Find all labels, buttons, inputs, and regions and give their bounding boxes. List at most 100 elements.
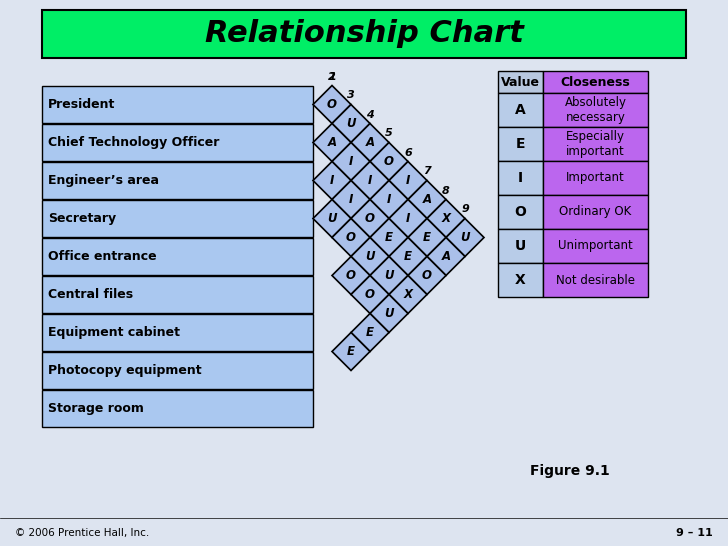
Polygon shape — [313, 162, 351, 199]
Polygon shape — [332, 181, 370, 218]
Polygon shape — [389, 162, 427, 199]
Text: O: O — [327, 98, 337, 111]
Text: I: I — [330, 174, 334, 187]
Polygon shape — [313, 123, 351, 162]
Text: I: I — [349, 193, 353, 206]
Text: O: O — [346, 269, 356, 282]
Text: E: E — [366, 326, 374, 339]
FancyBboxPatch shape — [498, 161, 543, 195]
Polygon shape — [351, 199, 389, 238]
FancyBboxPatch shape — [498, 195, 543, 229]
Polygon shape — [370, 218, 408, 257]
FancyBboxPatch shape — [498, 229, 543, 263]
FancyBboxPatch shape — [498, 263, 543, 297]
Text: O: O — [365, 212, 375, 225]
Text: 5: 5 — [385, 128, 393, 139]
Text: Storage room: Storage room — [48, 402, 144, 415]
FancyBboxPatch shape — [543, 263, 648, 297]
Text: © 2006 Prentice Hall, Inc.: © 2006 Prentice Hall, Inc. — [15, 528, 149, 538]
Text: 4: 4 — [366, 110, 374, 120]
Text: 2: 2 — [328, 72, 336, 81]
Text: I: I — [387, 193, 391, 206]
FancyBboxPatch shape — [543, 161, 648, 195]
FancyBboxPatch shape — [42, 390, 313, 427]
Text: E: E — [404, 250, 412, 263]
Text: 3: 3 — [347, 91, 355, 100]
Polygon shape — [332, 104, 370, 143]
Polygon shape — [332, 218, 370, 257]
Text: 9: 9 — [461, 205, 469, 215]
Text: I: I — [349, 155, 353, 168]
FancyBboxPatch shape — [42, 314, 313, 351]
Polygon shape — [370, 143, 408, 181]
Polygon shape — [313, 86, 351, 123]
FancyBboxPatch shape — [543, 195, 648, 229]
FancyBboxPatch shape — [543, 127, 648, 161]
Text: 7: 7 — [423, 167, 431, 176]
Text: 1: 1 — [328, 72, 336, 81]
FancyBboxPatch shape — [42, 124, 313, 161]
Text: I: I — [518, 171, 523, 185]
Text: U: U — [365, 250, 375, 263]
Text: O: O — [422, 269, 432, 282]
FancyBboxPatch shape — [498, 127, 543, 161]
Polygon shape — [370, 181, 408, 218]
Text: Photocopy equipment: Photocopy equipment — [48, 364, 202, 377]
Polygon shape — [389, 276, 427, 313]
Polygon shape — [389, 199, 427, 238]
Polygon shape — [351, 238, 389, 276]
FancyBboxPatch shape — [498, 93, 543, 127]
Text: Equipment cabinet: Equipment cabinet — [48, 326, 180, 339]
FancyBboxPatch shape — [42, 238, 313, 275]
Text: A: A — [441, 250, 451, 263]
Text: President: President — [48, 98, 115, 111]
FancyBboxPatch shape — [42, 10, 686, 58]
Text: E: E — [385, 231, 393, 244]
Polygon shape — [332, 333, 370, 371]
Polygon shape — [313, 199, 351, 238]
Text: U: U — [460, 231, 470, 244]
Text: Unimportant: Unimportant — [558, 240, 633, 252]
Polygon shape — [370, 257, 408, 294]
FancyBboxPatch shape — [42, 162, 313, 199]
FancyBboxPatch shape — [42, 200, 313, 237]
Polygon shape — [446, 218, 484, 257]
Text: Absolutely
necessary: Absolutely necessary — [564, 96, 627, 124]
Text: Value: Value — [501, 75, 540, 88]
Text: A: A — [365, 136, 375, 149]
Polygon shape — [332, 257, 370, 294]
Polygon shape — [408, 218, 446, 257]
Text: I: I — [405, 174, 410, 187]
Text: E: E — [423, 231, 431, 244]
FancyBboxPatch shape — [42, 276, 313, 313]
Text: X: X — [403, 288, 413, 301]
Text: Especially
important: Especially important — [566, 130, 625, 158]
Polygon shape — [332, 143, 370, 181]
Text: U: U — [515, 239, 526, 253]
Text: O: O — [515, 205, 526, 219]
FancyBboxPatch shape — [42, 86, 313, 123]
Polygon shape — [408, 181, 446, 218]
Text: E: E — [347, 345, 355, 358]
Text: 6: 6 — [404, 147, 412, 157]
Text: O: O — [346, 231, 356, 244]
FancyBboxPatch shape — [498, 71, 543, 93]
Text: Office entrance: Office entrance — [48, 250, 157, 263]
Polygon shape — [427, 238, 465, 276]
Text: O: O — [384, 155, 394, 168]
Polygon shape — [427, 199, 465, 238]
Text: A: A — [515, 103, 526, 117]
Text: Central files: Central files — [48, 288, 133, 301]
Polygon shape — [351, 313, 389, 352]
Text: Figure 9.1: Figure 9.1 — [530, 464, 610, 478]
Text: I: I — [368, 174, 372, 187]
FancyBboxPatch shape — [543, 229, 648, 263]
Text: Important: Important — [566, 171, 625, 185]
Text: Engineer’s area: Engineer’s area — [48, 174, 159, 187]
Polygon shape — [370, 294, 408, 333]
Text: Secretary: Secretary — [48, 212, 116, 225]
Text: 9 – 11: 9 – 11 — [676, 528, 713, 538]
FancyBboxPatch shape — [543, 71, 648, 93]
Text: O: O — [365, 288, 375, 301]
Text: Not desirable: Not desirable — [556, 274, 635, 287]
